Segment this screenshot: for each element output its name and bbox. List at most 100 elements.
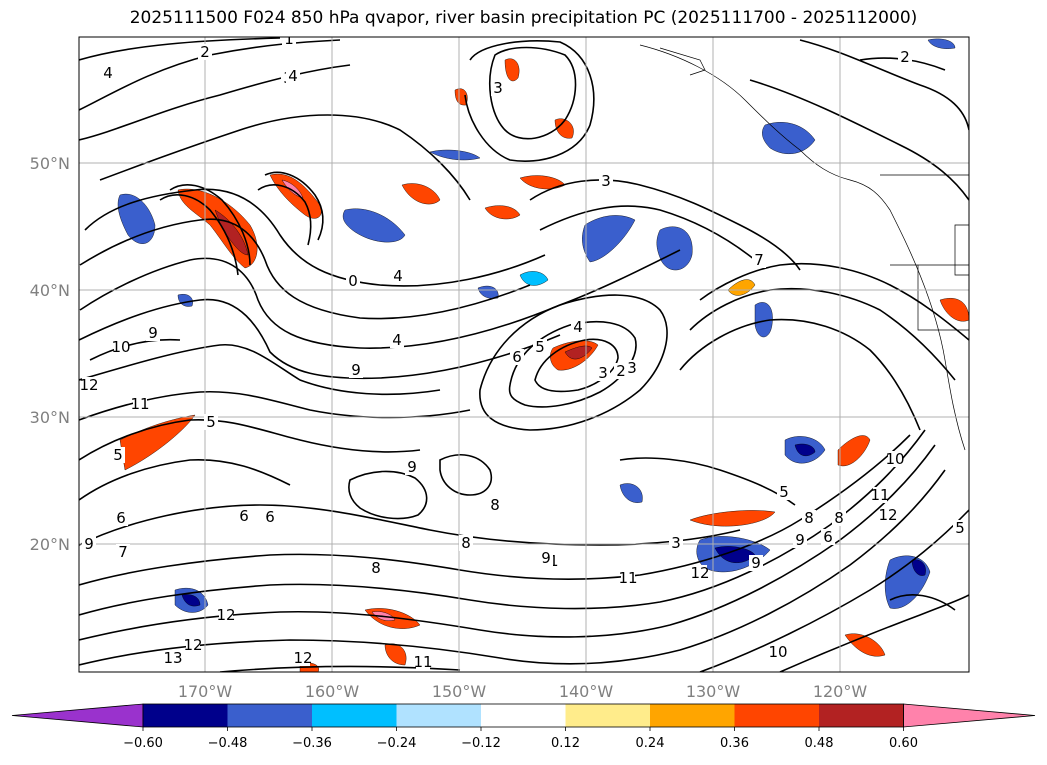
contour-label-halo <box>219 607 233 623</box>
contour-label-halo <box>821 529 835 545</box>
contour-label-halo <box>599 173 613 189</box>
contour-label-halo <box>953 520 967 536</box>
colorbar-segment <box>734 704 820 727</box>
contour-label-halo <box>390 332 404 348</box>
contour-label-halo <box>693 565 707 581</box>
colorbar-segment <box>819 704 904 727</box>
colorbar-tick-label: −0.48 <box>208 736 248 751</box>
contour-label: 13 <box>163 649 182 667</box>
contour-label-halo <box>832 510 846 526</box>
contour-label: 12 <box>293 649 312 667</box>
contour-label: 9 <box>407 458 417 476</box>
contour-label-halo <box>82 377 96 393</box>
contour-label-halo <box>752 252 766 268</box>
contour-label-halo <box>793 532 807 548</box>
contour-label-halo <box>416 654 430 670</box>
contour-label-halo <box>625 360 639 376</box>
lon-label: 140°W <box>559 682 614 701</box>
colorbar-tick-label: 0.12 <box>551 736 580 751</box>
anomaly-pos <box>269 173 322 219</box>
contour-label: 10 <box>111 338 130 356</box>
contour-label: 5 <box>779 483 789 501</box>
contour-label-halo <box>286 68 300 84</box>
contour-label: 11 <box>618 569 637 587</box>
colorbar-segment <box>481 704 566 727</box>
colorbar-tick-label: −0.60 <box>123 736 163 751</box>
contour-label: 8 <box>461 534 471 552</box>
contour-label: 11 <box>413 653 432 671</box>
contour-label: 5 <box>955 519 965 537</box>
contour-label: 8 <box>371 559 381 577</box>
contour-label: 4 <box>392 331 402 349</box>
contour-label: 3 <box>671 534 681 552</box>
contour-label-halo <box>888 451 902 467</box>
anomaly-pos <box>401 183 441 205</box>
contour-label-halo <box>391 268 405 284</box>
contour-label: 9 <box>84 535 94 553</box>
lat-label: 50°N <box>30 154 70 173</box>
precip-shading <box>117 38 969 672</box>
contour-label: 6 <box>823 528 833 546</box>
contour-label: 7 <box>118 543 128 561</box>
colorbar-tick-label: 0.60 <box>889 736 918 751</box>
colorbar-tick-label: −0.36 <box>292 736 332 751</box>
anomaly-neg <box>429 149 481 161</box>
anomaly-pos <box>484 205 521 220</box>
contour-label-halo <box>777 484 791 500</box>
contour-label-halo <box>881 507 895 523</box>
anomaly-pos <box>837 435 871 467</box>
contour-label-halo <box>369 560 383 576</box>
contour-label-halo <box>101 65 115 81</box>
contour-label: 3 <box>493 79 503 97</box>
anomaly-neg <box>477 285 499 299</box>
anomaly-neg-core <box>181 594 201 607</box>
colorbar-tick-label: 0.48 <box>805 736 834 751</box>
contour-label: 10 <box>885 450 904 468</box>
contour-label-halo <box>186 637 200 653</box>
contour-label-halo <box>237 508 251 524</box>
anomaly-neg <box>342 208 406 243</box>
contour-label-halo <box>114 510 128 526</box>
colorbar-segment <box>396 704 482 727</box>
contour-label: 8 <box>804 509 814 527</box>
contour-label-halo <box>166 650 180 666</box>
contour-label-halo <box>405 459 419 475</box>
contour-label-halo <box>488 497 502 513</box>
contour-label: 8 <box>490 496 500 514</box>
contour-label: 4 <box>573 318 583 336</box>
contour-label: 8 <box>834 509 844 527</box>
contour-label-halo <box>346 273 360 289</box>
contour-label: 12 <box>690 564 709 582</box>
contour-label-halo <box>296 650 310 666</box>
anomaly-neg <box>754 302 773 338</box>
contour-label: 6 <box>265 508 275 526</box>
map-frame <box>78 36 970 673</box>
qvapor-contours <box>79 37 969 672</box>
colorbar-segment <box>143 704 228 727</box>
contour-label-halo <box>459 535 473 551</box>
anomaly-neg <box>582 215 636 263</box>
colorbar-segment <box>565 704 651 727</box>
lon-label: 160°W <box>305 682 360 701</box>
colorbar-extend-min <box>11 703 144 728</box>
lat-label: 30°N <box>30 408 70 427</box>
contour-label: 9 <box>148 324 158 342</box>
colorbar-frame <box>142 703 904 728</box>
contour-label: 9 <box>795 531 805 549</box>
colorbar-tick-label: 0.24 <box>636 736 665 751</box>
contour-label-halo <box>596 365 610 381</box>
contour-label-halo <box>510 349 524 365</box>
contour-label: 4 <box>103 64 113 82</box>
coastlines <box>639 44 969 451</box>
contour-label: 6 <box>239 507 249 525</box>
anomaly-pos <box>504 58 520 82</box>
contour-label-halo <box>621 570 635 586</box>
contour-label: 11 <box>130 395 149 413</box>
colorbar-segment <box>650 704 735 727</box>
contour-label-halo <box>491 80 505 96</box>
colorbar: −0.60 −0.48 −0.36 −0.24 −0.12 0.12 0.24 0.36 0.4… <box>11 703 1036 751</box>
contour-label-halo <box>771 644 785 660</box>
contour-label: 2 <box>616 362 626 380</box>
contour-label-halo <box>571 319 585 335</box>
contour-label: 5 <box>113 446 123 464</box>
